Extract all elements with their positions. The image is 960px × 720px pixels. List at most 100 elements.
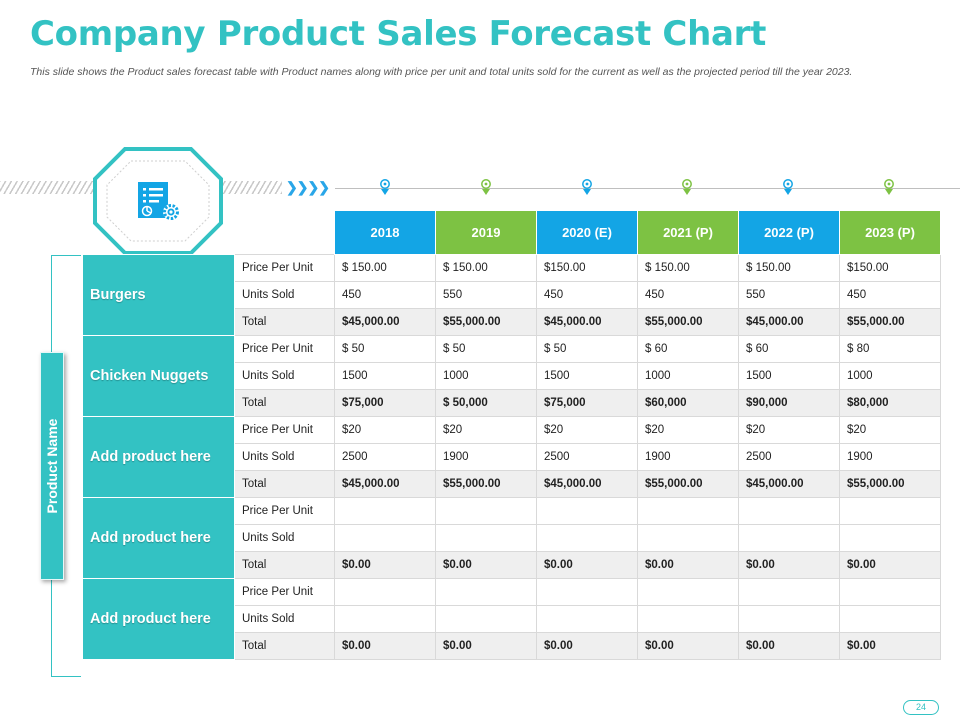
value-cell <box>637 524 739 552</box>
table-row: Total $0.00 $0.00 $0.00 $0.00 $0.00 $0.00 <box>83 632 941 660</box>
year-header: 2018 <box>334 210 436 255</box>
table-row: Chicken Nuggets Price Per Unit $ 50 $ 50 $ 5… <box>82 335 941 417</box>
value-cell: $20 <box>435 416 537 444</box>
value-cell <box>637 578 739 606</box>
value-cell <box>536 497 638 525</box>
metric-label: Units Sold <box>234 443 335 471</box>
value-cell: $45,000.00 <box>536 470 638 498</box>
value-cell <box>536 578 638 606</box>
value-cell: 450 <box>536 281 638 309</box>
value-cell: 2500 <box>334 443 436 471</box>
chevron-arrows-icon: ❯❯❯❯ <box>286 179 330 195</box>
value-cell: 2500 <box>738 443 840 471</box>
value-cell: $ 50 <box>435 335 537 363</box>
table-row: Units Sold 1500 1000 1500 1000 1500 1000 <box>83 362 941 390</box>
value-cell: $0.00 <box>839 551 941 579</box>
value-cell: $90,000 <box>738 389 840 417</box>
value-cell: $45,000.00 <box>738 470 840 498</box>
value-cell: $55,000.00 <box>435 308 537 336</box>
value-cell: $0.00 <box>334 632 436 660</box>
value-cell: $60,000 <box>637 389 739 417</box>
value-cell: $55,000.00 <box>839 470 941 498</box>
value-cell: $ 60 <box>637 335 739 363</box>
value-cell: 1900 <box>637 443 739 471</box>
location-pin-icon <box>884 179 894 195</box>
metric-label: Price Per Unit <box>234 497 335 525</box>
value-cell <box>637 605 739 633</box>
value-cell: $0.00 <box>637 632 739 660</box>
value-cell: $55,000.00 <box>435 470 537 498</box>
table-row: Units Sold <box>83 524 941 552</box>
value-cell: 1900 <box>839 443 941 471</box>
table-row: Burgers Price Per Unit $ 150.00 $ 150.00 $15… <box>82 254 941 336</box>
product-name-label: Product Name <box>40 352 64 580</box>
value-cell <box>536 524 638 552</box>
year-header: 2019 <box>435 210 537 255</box>
product-name-cell: Burgers <box>82 254 235 336</box>
value-cell <box>334 605 436 633</box>
value-cell: $ 150.00 <box>637 254 739 282</box>
metric-label: Units Sold <box>234 524 335 552</box>
year-header: 2021 (P) <box>637 210 739 255</box>
metric-label: Price Per Unit <box>234 254 335 282</box>
value-cell: $ 150.00 <box>435 254 537 282</box>
value-cell: $ 50 <box>536 335 638 363</box>
metric-label: Units Sold <box>234 281 335 309</box>
value-cell: 450 <box>637 281 739 309</box>
value-cell: $0.00 <box>839 632 941 660</box>
value-cell <box>334 578 436 606</box>
table-row: Total $45,000.00 $55,000.00 $45,000.00 $55,0… <box>83 470 941 498</box>
value-cell: $45,000.00 <box>738 308 840 336</box>
table-row: Add product here Price Per Unit <box>82 578 941 660</box>
product-name-label-text: Product Name <box>44 418 60 514</box>
metric-label: Total <box>234 551 335 579</box>
value-cell: $45,000.00 <box>334 308 436 336</box>
value-cell: 1500 <box>536 362 638 390</box>
location-pin-icon <box>481 179 491 195</box>
value-cell: $0.00 <box>435 551 537 579</box>
value-cell <box>738 578 840 606</box>
value-cell: $ 50 <box>334 335 436 363</box>
value-cell: $55,000.00 <box>839 308 941 336</box>
value-cell: $20 <box>637 416 739 444</box>
value-cell <box>435 497 537 525</box>
metric-label: Total <box>234 308 335 336</box>
location-pin-icon <box>682 179 692 195</box>
metric-label: Price Per Unit <box>234 578 335 606</box>
value-cell: $150.00 <box>839 254 941 282</box>
value-cell <box>839 524 941 552</box>
value-cell: $55,000.00 <box>637 308 739 336</box>
value-cell: $20 <box>536 416 638 444</box>
table-row: Add product here Price Per Unit <box>82 497 941 579</box>
value-cell: 1900 <box>435 443 537 471</box>
value-cell: 450 <box>334 281 436 309</box>
table-row: Total $75,000 $ 50,000 $75,000 $60,000 $90,00… <box>83 389 941 417</box>
value-cell: $ 150.00 <box>334 254 436 282</box>
metric-label: Total <box>234 632 335 660</box>
table-row: Add product here Price Per Unit $20 $20 $20 $… <box>82 416 941 498</box>
value-cell: $0.00 <box>738 551 840 579</box>
value-cell: $75,000 <box>334 389 436 417</box>
value-cell: $0.00 <box>435 632 537 660</box>
value-cell: $20 <box>334 416 436 444</box>
value-cell: $45,000.00 <box>536 308 638 336</box>
metric-label: Units Sold <box>234 362 335 390</box>
value-cell <box>435 524 537 552</box>
location-pin-icon <box>582 179 592 195</box>
value-cell <box>738 497 840 525</box>
value-cell <box>637 497 739 525</box>
value-cell: $ 80 <box>839 335 941 363</box>
product-name-cell: Chicken Nuggets <box>82 335 235 417</box>
value-cell: $0.00 <box>738 632 840 660</box>
value-cell <box>536 605 638 633</box>
value-cell <box>839 497 941 525</box>
value-cell <box>435 605 537 633</box>
value-cell: 1000 <box>839 362 941 390</box>
value-cell <box>334 524 436 552</box>
year-header: 2023 (P) <box>839 210 941 255</box>
value-cell: $80,000 <box>839 389 941 417</box>
value-cell: $20 <box>738 416 840 444</box>
product-name-cell: Add product here <box>82 578 235 660</box>
value-cell: 2500 <box>536 443 638 471</box>
value-cell: 450 <box>839 281 941 309</box>
